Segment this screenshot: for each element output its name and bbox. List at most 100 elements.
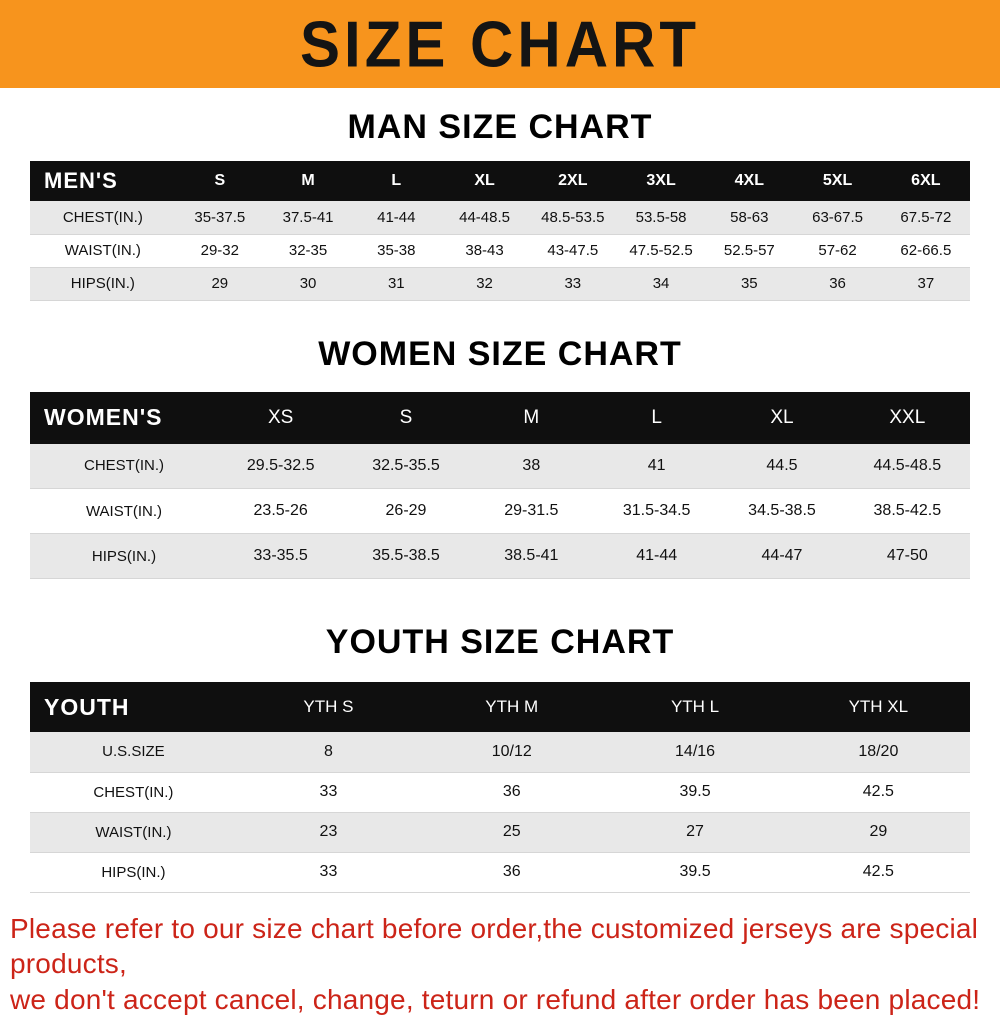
size-column-header: YTH S: [303, 697, 354, 716]
size-column-header: XL: [770, 406, 794, 428]
size-value-cell: 26-29: [385, 502, 427, 519]
table-corner-label: MEN'S: [44, 168, 118, 193]
men-size-table: MEN'S S M L XL 2XL 3XL 4XL 5XL 6XL CHEST(IN.) 35-37…: [30, 161, 970, 301]
youth-size-section: YOUTH SIZE CHART YOUTH YTH S YTH M YTH L YTH…: [0, 623, 1000, 893]
measurement-label: WAIST(IN.): [85, 502, 163, 520]
size-column-header: S: [399, 406, 413, 428]
size-value-cell: 33: [319, 783, 338, 800]
size-value-cell: 57-62: [818, 242, 857, 259]
size-value-cell: 47.5-52.5: [629, 242, 693, 259]
size-column-header: 4XL: [734, 172, 764, 189]
size-value-cell: 38: [522, 456, 541, 474]
women-size-section: WOMEN SIZE CHART WOMEN'S XS S M L XL XXL CHEST(…: [0, 335, 1000, 580]
size-value-cell: 33-35.5: [253, 547, 308, 564]
size-value-cell: 30: [299, 275, 317, 292]
table-row: U.S.SIZE 8 10/12 14/16 18/20: [30, 732, 970, 772]
size-column-header: YTH L: [670, 697, 720, 716]
size-value-cell: 35-37.5: [194, 208, 246, 226]
size-column-header: 6XL: [911, 172, 941, 189]
size-value-cell: 35.5-38.5: [372, 547, 440, 564]
table-header-row: MEN'S S M L XL 2XL 3XL 4XL 5XL 6XL: [30, 161, 970, 201]
size-value-cell: 44.5-48.5: [873, 456, 942, 474]
size-value-cell: 63-67.5: [812, 208, 863, 226]
women-section-heading: WOMEN SIZE CHART: [318, 334, 682, 373]
size-value-cell: 48.5-53.5: [541, 208, 605, 226]
size-column-header: YTH XL: [848, 697, 909, 716]
size-value-cell: 44.5: [766, 456, 798, 474]
size-value-cell: 29: [869, 823, 888, 840]
measurement-label: WAIST(IN.): [95, 823, 172, 841]
table-header-row: YOUTH YTH S YTH M YTH L YTH XL: [30, 682, 970, 732]
size-value-cell: 34.5-38.5: [748, 502, 816, 519]
footer-note-line-1: Please refer to our size chart before or…: [10, 912, 979, 980]
size-value-cell: 32.5-35.5: [372, 456, 440, 474]
size-value-cell: 62-66.5: [900, 242, 952, 259]
size-column-header: L: [391, 172, 402, 189]
size-value-cell: 33: [319, 863, 338, 880]
table-row: WAIST(IN.) 23 25 27 29: [30, 812, 970, 852]
size-column-header: M: [523, 406, 540, 428]
measurement-label: CHEST(IN.): [93, 783, 174, 801]
size-value-cell: 35-38: [377, 242, 416, 259]
size-value-cell: 25: [502, 823, 521, 840]
size-value-cell: 52.5-57: [723, 242, 775, 259]
size-value-cell: 37.5-41: [282, 208, 334, 226]
size-value-cell: 39.5: [679, 863, 711, 880]
table-row: HIPS(IN.) 33 36 39.5 42.5: [30, 852, 970, 892]
size-value-cell: 38.5-42.5: [873, 502, 942, 519]
youth-size-table: YOUTH YTH S YTH M YTH L YTH XL U.S.SIZE 8 10/12…: [30, 682, 970, 893]
size-value-cell: 29-31.5: [504, 502, 559, 519]
size-value-cell: 23.5-26: [253, 502, 308, 519]
size-value-cell: 36: [502, 863, 521, 880]
size-value-cell: 31.5-34.5: [622, 502, 691, 519]
table-row: WAIST(IN.) 23.5-26 26-29 29-31.5 31.5-34.5 34…: [30, 488, 970, 534]
size-value-cell: 37: [917, 275, 935, 292]
measurement-label: U.S.SIZE: [102, 743, 165, 761]
size-value-cell: 67.5-72: [900, 208, 952, 226]
table-corner-label: WOMEN'S: [44, 404, 163, 430]
table-row: WAIST(IN.) 29-32 32-35 35-38 38-43 43-47.5 47.…: [30, 234, 970, 267]
size-value-cell: 42.5: [862, 783, 894, 800]
measurement-label: WAIST(IN.): [64, 242, 141, 259]
table-row: CHEST(IN.) 29.5-32.5 32.5-35.5 38 41 44.5 44.5…: [30, 443, 970, 489]
size-value-cell: 31: [387, 275, 405, 292]
table-row: CHEST(IN.) 33 36 39.5 42.5: [30, 772, 970, 812]
size-value-cell: 23: [319, 823, 338, 840]
size-value-cell: 29.5-32.5: [246, 456, 315, 474]
size-column-header: 2XL: [558, 172, 588, 189]
size-value-cell: 44-47: [761, 547, 803, 564]
size-value-cell: 33: [564, 275, 582, 292]
table-header-row: WOMEN'S XS S M L XL XXL: [30, 391, 970, 444]
size-value-cell: 41-44: [377, 208, 416, 226]
banner-title: SIZE CHART: [300, 7, 700, 81]
size-value-cell: 29-32: [200, 242, 239, 259]
size-value-cell: 27: [686, 823, 704, 840]
size-value-cell: 36: [829, 275, 846, 292]
size-column-header: M: [301, 172, 315, 189]
size-value-cell: 29: [211, 275, 229, 292]
size-value-cell: 10/12: [491, 742, 532, 760]
size-value-cell: 18/20: [858, 742, 899, 760]
size-value-cell: 53.5-58: [635, 208, 687, 226]
footer-note-line-2: we don't accept cancel, change, teturn o…: [10, 984, 981, 1016]
size-value-cell: 34: [652, 275, 670, 292]
size-column-header: YTH M: [485, 697, 539, 716]
size-column-header: XS: [267, 406, 294, 428]
size-column-header: XL: [474, 172, 495, 189]
women-size-table: WOMEN'S XS S M L XL XXL CHEST(IN.) 29.5-32.5 32.5…: [30, 391, 970, 580]
size-value-cell: 58-63: [730, 208, 769, 226]
size-value-cell: 42.5: [862, 863, 894, 880]
size-column-header: L: [651, 406, 662, 428]
size-column-header: XXL: [889, 406, 926, 428]
size-value-cell: 36: [502, 783, 521, 800]
men-section-heading: MAN SIZE CHART: [347, 108, 653, 146]
size-value-cell: 44-48.5: [459, 208, 510, 226]
men-size-section: MAN SIZE CHART MEN'S S M L XL 2XL 3XL 4XL 5XL 6XL…: [0, 108, 1000, 301]
size-value-cell: 38-43: [465, 242, 504, 259]
size-value-cell: 43-47.5: [547, 242, 599, 259]
table-corner-label: YOUTH: [44, 693, 130, 720]
size-column-header: 5XL: [822, 172, 853, 189]
size-value-cell: 32: [476, 275, 493, 292]
measurement-label: HIPS(IN.): [91, 547, 157, 565]
size-value-cell: 32-35: [288, 242, 328, 259]
